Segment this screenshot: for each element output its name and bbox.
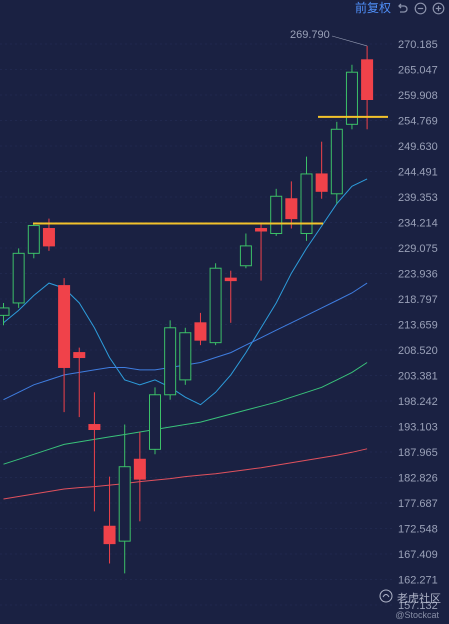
y-tick-label: 259.908 <box>398 90 438 102</box>
candle-body <box>133 458 146 480</box>
candle-up[interactable] <box>164 320 177 400</box>
candle-body <box>73 352 86 359</box>
y-tick-label: 239.353 <box>398 192 438 204</box>
candle-body <box>58 285 71 368</box>
y-tick-label: 223.936 <box>398 269 438 281</box>
candle-up[interactable] <box>300 156 313 241</box>
ma-line-ma_green <box>3 362 368 465</box>
grid <box>0 43 394 606</box>
y-tick-label: 244.491 <box>398 167 438 179</box>
candle-body <box>27 225 40 254</box>
candle-body <box>149 394 161 450</box>
y-tick-label: 182.826 <box>398 473 438 485</box>
y-tick-label: 177.687 <box>398 498 438 510</box>
y-tick-label: 187.965 <box>398 447 438 459</box>
peak-price-label: 269.790 <box>290 29 330 41</box>
y-tick-label: 208.520 <box>398 345 438 357</box>
candle-down[interactable] <box>361 45 374 130</box>
candle-up[interactable] <box>239 233 252 269</box>
candle-down[interactable] <box>224 270 237 323</box>
y-tick-label: 234.214 <box>398 218 438 230</box>
candle-up[interactable] <box>209 263 222 346</box>
candle-down[interactable] <box>73 347 86 418</box>
candle-up[interactable] <box>179 327 192 385</box>
candle-down[interactable] <box>285 181 298 229</box>
candle-down[interactable] <box>194 312 207 346</box>
candles <box>0 45 374 574</box>
ma-line-ma_red <box>3 448 368 500</box>
peak-pointer <box>331 35 368 47</box>
y-tick-label: 249.630 <box>398 141 438 153</box>
y-tick-label: 265.047 <box>398 65 438 77</box>
candle-up[interactable] <box>118 424 131 574</box>
candle-body <box>194 322 207 341</box>
candle-body <box>330 128 343 195</box>
y-tick-label: 162.271 <box>398 575 438 587</box>
y-tick-label: 270.185 <box>398 39 438 51</box>
candle-body <box>300 173 313 234</box>
y-axis: 270.185 265.047 259.908 254.769 249.630 244.4… <box>398 39 438 612</box>
candle-body <box>103 525 116 545</box>
candle-up[interactable] <box>27 223 40 259</box>
candle-body <box>345 71 358 125</box>
candle-up[interactable] <box>149 387 161 455</box>
candle-up[interactable] <box>270 188 283 236</box>
candle-body <box>361 59 374 101</box>
candle-up[interactable] <box>12 248 25 308</box>
horizontal-lines[interactable] <box>33 35 388 225</box>
y-tick-label: 193.103 <box>398 422 438 434</box>
tiger-logo-icon <box>379 589 393 606</box>
watermark-brand: 老虎社区 <box>397 592 441 605</box>
y-tick-label: 167.409 <box>398 549 438 561</box>
candle-down[interactable] <box>133 431 146 522</box>
y-tick-label: 172.548 <box>398 524 438 536</box>
candle-body <box>164 327 177 396</box>
candle-body <box>12 252 25 304</box>
candle-body <box>179 332 192 381</box>
candle-body <box>42 228 55 247</box>
y-tick-label: 229.075 <box>398 243 438 255</box>
y-tick-label: 198.242 <box>398 396 438 408</box>
candle-up[interactable] <box>0 302 10 326</box>
candle-up[interactable] <box>330 121 343 204</box>
candle-down[interactable] <box>255 223 268 281</box>
candle-body <box>224 277 237 282</box>
y-tick-label: 218.797 <box>398 294 438 306</box>
candle-down[interactable] <box>315 141 328 199</box>
y-tick-label: 213.659 <box>398 320 438 332</box>
candle-body <box>209 267 222 344</box>
watermark: 老虎社区 <box>379 589 441 606</box>
y-tick-label: 203.381 <box>398 371 438 383</box>
candle-down[interactable] <box>88 392 101 512</box>
toolbar: 前复权 <box>355 0 449 16</box>
candle-body <box>0 307 10 316</box>
candle-body <box>255 228 268 232</box>
candle-up[interactable] <box>345 64 358 130</box>
adjust-mode-button[interactable]: 前复权 <box>354 1 391 15</box>
candle-down[interactable] <box>103 476 116 564</box>
y-tick-label: 254.769 <box>398 116 438 128</box>
zoom-out-icon[interactable] <box>414 2 427 15</box>
candle-body <box>285 198 298 220</box>
zoom-in-icon[interactable] <box>432 2 445 15</box>
candle-body <box>88 424 101 430</box>
candle-body <box>270 195 283 234</box>
undo-icon[interactable] <box>396 2 409 15</box>
watermark-handle: @Stockcat <box>395 610 439 620</box>
candle-body <box>239 245 252 267</box>
y-tick-label: 157.132 <box>398 600 438 612</box>
candle-down[interactable] <box>58 278 71 413</box>
candle-body <box>315 173 328 192</box>
candle-body <box>118 466 131 542</box>
